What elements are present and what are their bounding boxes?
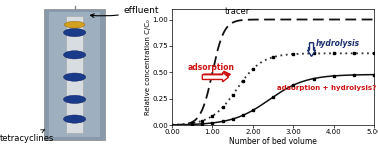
FancyBboxPatch shape <box>45 9 105 140</box>
Text: hydrolysis: hydrolysis <box>316 39 360 48</box>
Ellipse shape <box>64 51 86 59</box>
Ellipse shape <box>64 115 86 123</box>
Y-axis label: Relative concentration C/C₀: Relative concentration C/C₀ <box>145 19 151 115</box>
Text: effluent: effluent <box>90 6 160 17</box>
Text: adsorption + hydrolysis?: adsorption + hydrolysis? <box>277 85 376 91</box>
X-axis label: Number of bed volume: Number of bed volume <box>229 137 317 146</box>
Ellipse shape <box>64 28 86 37</box>
Text: tetracyclines: tetracyclines <box>0 130 54 143</box>
Ellipse shape <box>64 21 85 28</box>
FancyArrow shape <box>202 72 229 82</box>
Text: adsorption: adsorption <box>187 63 234 72</box>
Ellipse shape <box>64 73 86 81</box>
Text: tracer: tracer <box>225 7 250 16</box>
Ellipse shape <box>64 95 86 104</box>
Bar <box>66 16 83 133</box>
FancyBboxPatch shape <box>49 12 100 137</box>
FancyArrow shape <box>307 43 316 56</box>
